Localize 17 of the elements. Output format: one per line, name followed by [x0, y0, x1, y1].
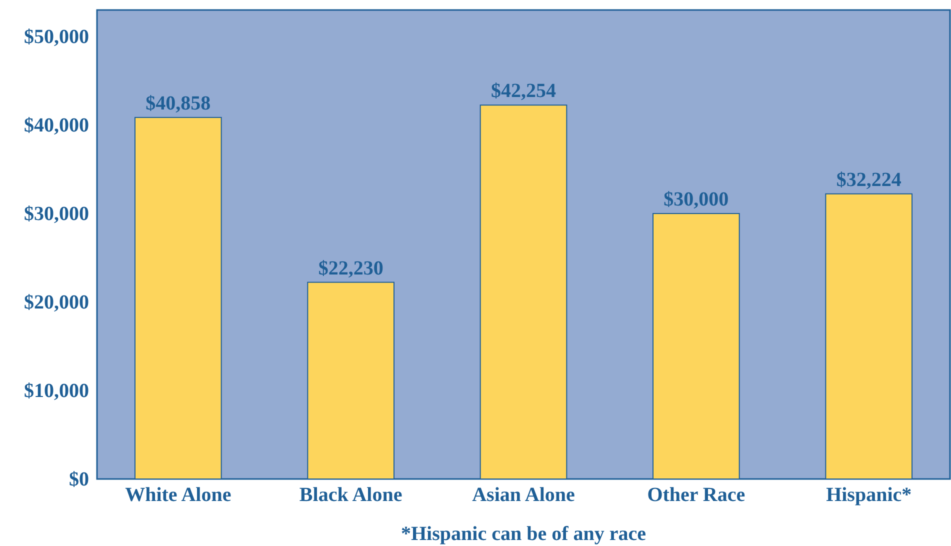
x-tick-label: Other Race	[647, 484, 746, 506]
y-tick-label: $10,000	[24, 380, 89, 402]
x-tick-label: Black Alone	[299, 484, 402, 506]
y-tick-label: $0	[69, 468, 89, 490]
y-tick-label: $40,000	[24, 114, 89, 136]
y-tick-label: $20,000	[24, 291, 89, 314]
data-label: $22,230	[318, 257, 384, 280]
x-tick-label: Hispanic*	[826, 484, 912, 506]
y-tick-label: $30,000	[24, 202, 89, 225]
data-label: $30,000	[664, 188, 729, 211]
x-tick-label: White Alone	[125, 484, 232, 506]
data-label: $32,224	[836, 168, 902, 191]
y-tick-label: $50,000	[24, 26, 89, 48]
text: *Hispanic can be of any race	[401, 523, 646, 545]
data-label: $40,858	[146, 92, 211, 114]
x-tick-label: Asian Alone	[472, 484, 576, 506]
data-label: $42,254	[491, 80, 556, 102]
